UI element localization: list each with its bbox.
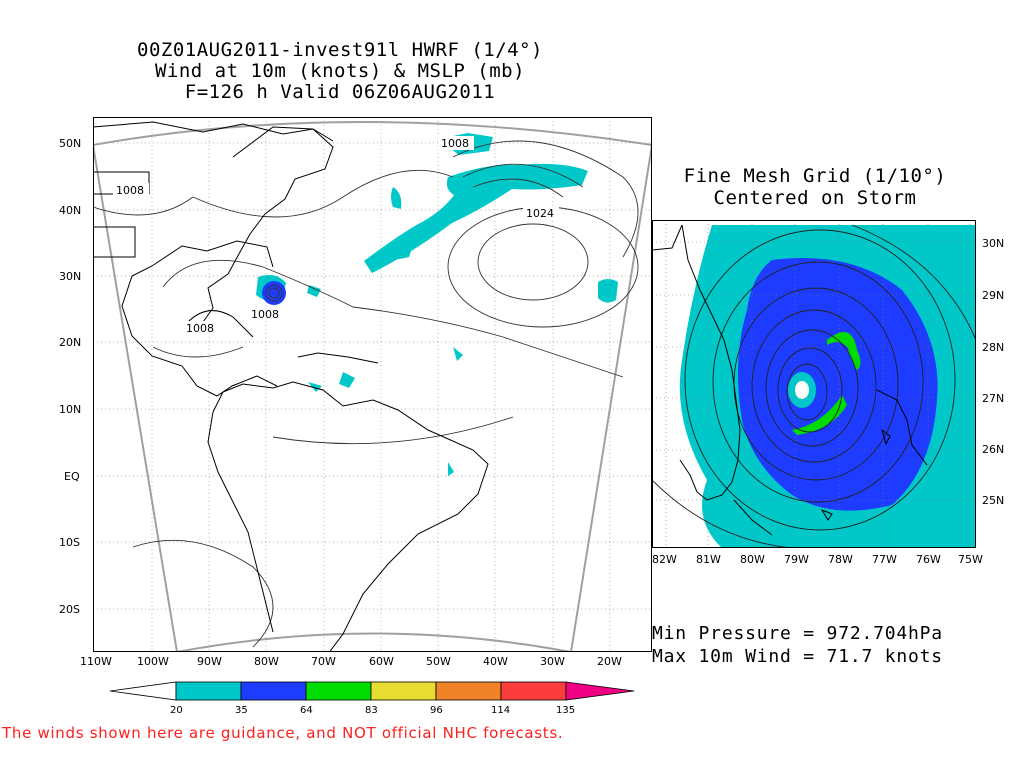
title-line-3: F=126 h Valid 06Z06AUG2011 (184, 81, 496, 103)
main-grid (93, 117, 652, 652)
lat-tick: 30N (59, 270, 82, 283)
inset-lat-tick: 28N (982, 341, 1005, 354)
inset-lat-tick: 27N (982, 392, 1005, 405)
isobar-label: 1008 (251, 308, 279, 321)
inset-isobars (652, 224, 976, 548)
plot-title: 00Z01AUG2011-invest91l HWRF (1/4°) Wind … (60, 40, 620, 103)
lon-tick: 30W (540, 655, 565, 668)
colorbar-segment-below-20 (110, 681, 177, 701)
colorbar-label: 20 (170, 705, 183, 716)
wind-shading (256, 133, 618, 476)
inset-lon-tick: 75W (958, 553, 983, 566)
lat-tick: 50N (59, 137, 82, 150)
colorbar-segment-35-64 (240, 681, 307, 701)
inset-map-frame (652, 220, 976, 548)
lon-tick: 110W (80, 655, 112, 668)
inset-lon-tick: 80W (740, 553, 765, 566)
lon-tick: 100W (137, 655, 169, 668)
colorbar-label: 114 (491, 705, 511, 716)
inset-lon-tick: 79W (784, 553, 809, 566)
max-wind-readout: Max 10m Wind = 71.7 knots (652, 646, 943, 667)
colorbar-segment-83-96 (370, 681, 437, 701)
nhc-disclaimer: The winds shown here are guidance, and N… (2, 724, 564, 742)
colorbar-label: 35 (235, 705, 248, 716)
colorbar-segment-above-135 (565, 681, 635, 701)
lat-tick: 20S (59, 603, 80, 616)
isobar-label: 1008 (441, 137, 469, 150)
isobar-label: 1008 (186, 322, 214, 335)
main-map: 1008 1008 1024 1008 1008 (93, 117, 652, 652)
inset-lon-tick: 77W (872, 553, 897, 566)
inset-lon-tick: 82W (652, 553, 677, 566)
isobar-label: 1008 (116, 184, 144, 197)
inset-lat-tick: 25N (982, 494, 1005, 507)
lon-tick: 80W (254, 655, 279, 668)
fine-mesh-line-1: Fine Mesh Grid (1/10°) (683, 165, 947, 187)
colorbar-segment-114-135 (500, 681, 567, 701)
isobar-label: 1024 (526, 207, 554, 220)
colorbar-segment-96-114 (435, 681, 502, 701)
inset-lon-tick: 78W (828, 553, 853, 566)
domain-boundary (93, 121, 652, 652)
lat-tick: 10S (59, 536, 80, 549)
lat-tick: 40N (59, 204, 82, 217)
isobar-label-group: 1008 1008 1024 1008 1008 (113, 136, 559, 335)
fine-mesh-line-2: Centered on Storm (713, 187, 917, 209)
inset-lon-tick: 81W (696, 553, 721, 566)
isobars (93, 140, 639, 648)
inset-lat-tick: 29N (982, 289, 1005, 302)
lat-tick: EQ (64, 470, 80, 483)
colorbar-label: 96 (430, 705, 443, 716)
inset-wind-64-83 (827, 332, 861, 370)
lat-tick: 20N (59, 336, 82, 349)
wind-colorbar (110, 681, 635, 701)
lon-tick: 90W (197, 655, 222, 668)
fine-mesh-title: Fine Mesh Grid (1/10°) Centered on Storm (655, 165, 975, 209)
lon-tick: 70W (311, 655, 336, 668)
colorbar-segment-64-83 (305, 681, 372, 701)
colorbar-segment-20-35 (175, 681, 242, 701)
coastlines (93, 121, 489, 652)
main-map-frame (93, 117, 652, 652)
inset-map (652, 220, 976, 548)
title-line-1: 00Z01AUG2011-invest91l HWRF (1/4°) (137, 39, 543, 61)
inset-lat-tick: 30N (982, 237, 1005, 250)
colorbar-label: 135 (556, 705, 576, 716)
inset-lat-tick: 26N (982, 443, 1005, 456)
lon-tick: 20W (597, 655, 622, 668)
lon-tick: 60W (369, 655, 394, 668)
inset-wind-35-64 (738, 258, 938, 511)
storm-eye (795, 381, 809, 399)
lat-tick: 10N (59, 403, 82, 416)
inset-lon-tick: 76W (916, 553, 941, 566)
title-line-2: Wind at 10m (knots) & MSLP (mb) (154, 60, 526, 82)
inset-coastline (652, 224, 928, 536)
colorbar-label: 64 (300, 705, 313, 716)
lon-tick: 40W (483, 655, 508, 668)
colorbar-label: 83 (365, 705, 378, 716)
min-pressure-readout: Min Pressure = 972.704hPa (652, 623, 943, 644)
lon-tick: 50W (426, 655, 451, 668)
